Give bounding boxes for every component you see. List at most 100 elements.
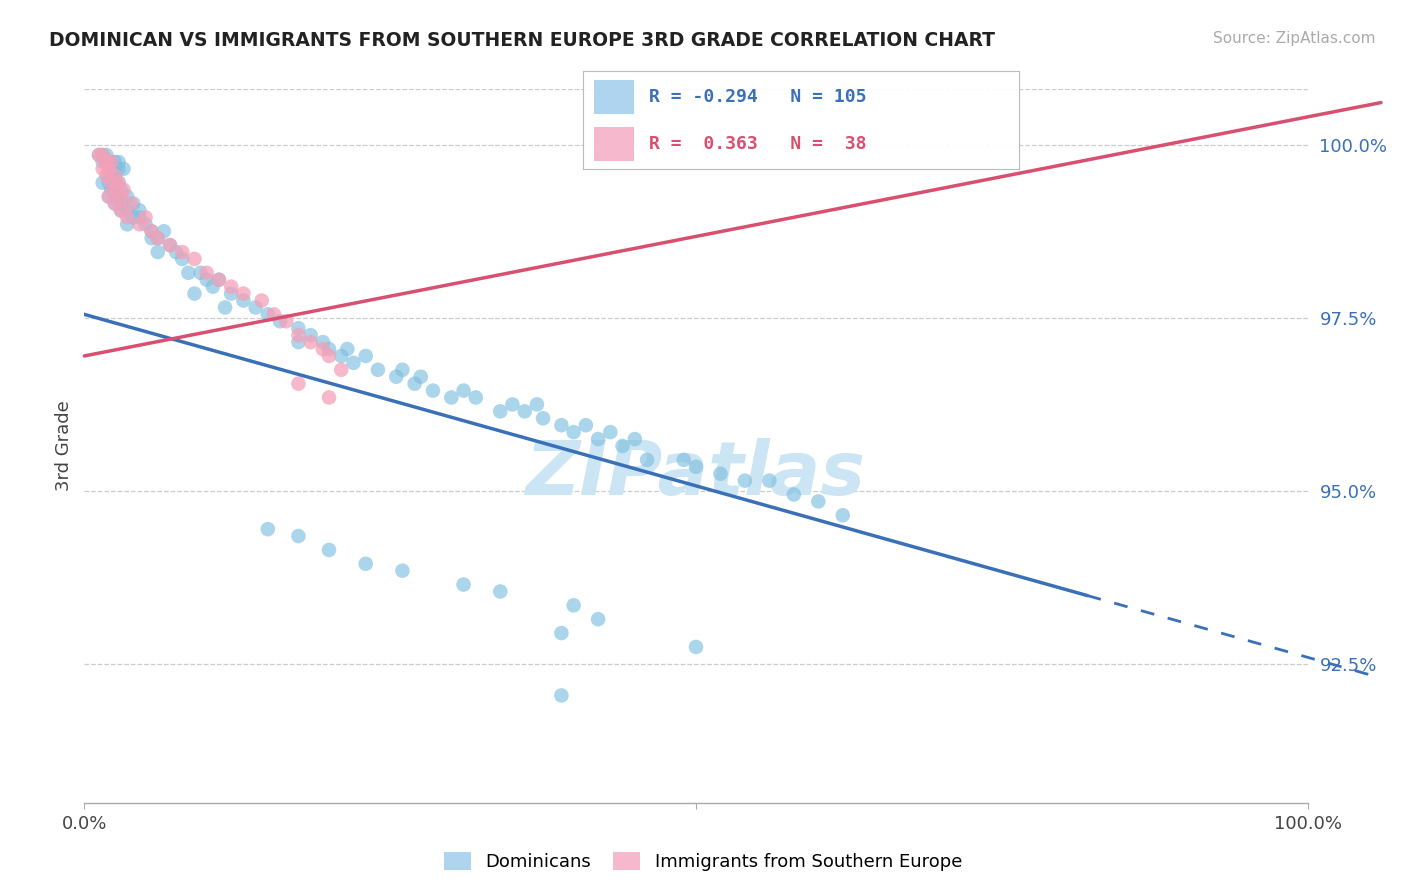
Text: DOMINICAN VS IMMIGRANTS FROM SOUTHERN EUROPE 3RD GRADE CORRELATION CHART: DOMINICAN VS IMMIGRANTS FROM SOUTHERN EU…: [49, 31, 995, 50]
Point: [100, 155, 122, 169]
Point: [586, 612, 609, 626]
Point: [128, 211, 150, 225]
Point: [318, 543, 340, 558]
Point: [709, 467, 731, 481]
Point: [91, 148, 114, 162]
Point: [550, 626, 572, 640]
Point: [636, 453, 658, 467]
Point: [104, 169, 127, 183]
Point: [453, 577, 475, 591]
Point: [159, 238, 181, 252]
Point: [96, 148, 118, 162]
Point: [312, 334, 335, 349]
Point: [409, 369, 432, 384]
Point: [190, 266, 212, 280]
Point: [100, 155, 122, 169]
Point: [526, 397, 548, 411]
Point: [96, 155, 118, 169]
Point: [586, 432, 609, 446]
Point: [115, 211, 138, 225]
Point: [112, 161, 135, 176]
Point: [104, 176, 127, 190]
Point: [276, 314, 298, 328]
Point: [146, 231, 169, 245]
Point: [183, 286, 205, 301]
Point: [91, 161, 114, 176]
Point: [110, 183, 132, 197]
Point: [734, 474, 756, 488]
Point: [385, 369, 408, 384]
Bar: [595, 80, 634, 113]
Point: [141, 224, 163, 238]
Point: [104, 155, 127, 169]
Point: [195, 273, 218, 287]
Text: R =  0.363   N =  38: R = 0.363 N = 38: [650, 135, 866, 153]
Point: [97, 169, 120, 183]
Point: [422, 384, 444, 398]
Point: [115, 217, 138, 231]
Point: [104, 183, 127, 197]
Point: [263, 307, 285, 321]
Point: [183, 252, 205, 266]
Point: [122, 211, 145, 225]
Point: [257, 307, 280, 321]
Point: [599, 425, 621, 439]
Point: [128, 203, 150, 218]
Text: ZIPatlas: ZIPatlas: [526, 438, 866, 511]
Y-axis label: 3rd Grade: 3rd Grade: [55, 401, 73, 491]
Point: [440, 391, 463, 405]
Point: [453, 384, 475, 398]
Point: [97, 176, 120, 190]
Point: [391, 363, 413, 377]
Point: [87, 148, 110, 162]
Point: [96, 169, 118, 183]
Point: [354, 349, 377, 363]
Point: [391, 564, 413, 578]
Point: [685, 459, 707, 474]
Point: [165, 245, 187, 260]
Point: [107, 155, 129, 169]
Text: R = -0.294   N = 105: R = -0.294 N = 105: [650, 88, 866, 106]
Point: [257, 522, 280, 536]
Point: [287, 376, 309, 391]
Point: [624, 432, 647, 446]
Point: [201, 279, 224, 293]
Point: [110, 196, 132, 211]
Point: [336, 342, 359, 356]
Point: [135, 217, 157, 231]
Point: [110, 203, 132, 218]
Point: [513, 404, 536, 418]
Point: [91, 148, 114, 162]
Point: [208, 273, 231, 287]
Point: [330, 363, 353, 377]
Point: [91, 155, 114, 169]
Point: [100, 183, 122, 197]
Point: [550, 418, 572, 433]
Point: [97, 189, 120, 203]
Point: [107, 176, 129, 190]
Point: [250, 293, 273, 308]
Point: [312, 342, 335, 356]
Point: [112, 183, 135, 197]
Point: [330, 349, 353, 363]
Point: [96, 155, 118, 169]
Point: [104, 161, 127, 176]
Text: Source: ZipAtlas.com: Source: ZipAtlas.com: [1212, 31, 1375, 46]
Point: [208, 273, 231, 287]
Legend: Dominicans, Immigrants from Southern Europe: Dominicans, Immigrants from Southern Eur…: [437, 845, 969, 879]
Point: [575, 418, 598, 433]
Point: [299, 334, 322, 349]
Point: [531, 411, 554, 425]
Point: [287, 334, 309, 349]
Point: [367, 363, 389, 377]
Point: [269, 314, 291, 328]
Point: [115, 203, 138, 218]
Point: [141, 231, 163, 245]
Point: [153, 224, 176, 238]
Point: [562, 599, 585, 613]
Point: [120, 196, 142, 211]
Point: [107, 176, 129, 190]
Point: [807, 494, 830, 508]
Point: [104, 189, 127, 203]
Point: [100, 161, 122, 176]
